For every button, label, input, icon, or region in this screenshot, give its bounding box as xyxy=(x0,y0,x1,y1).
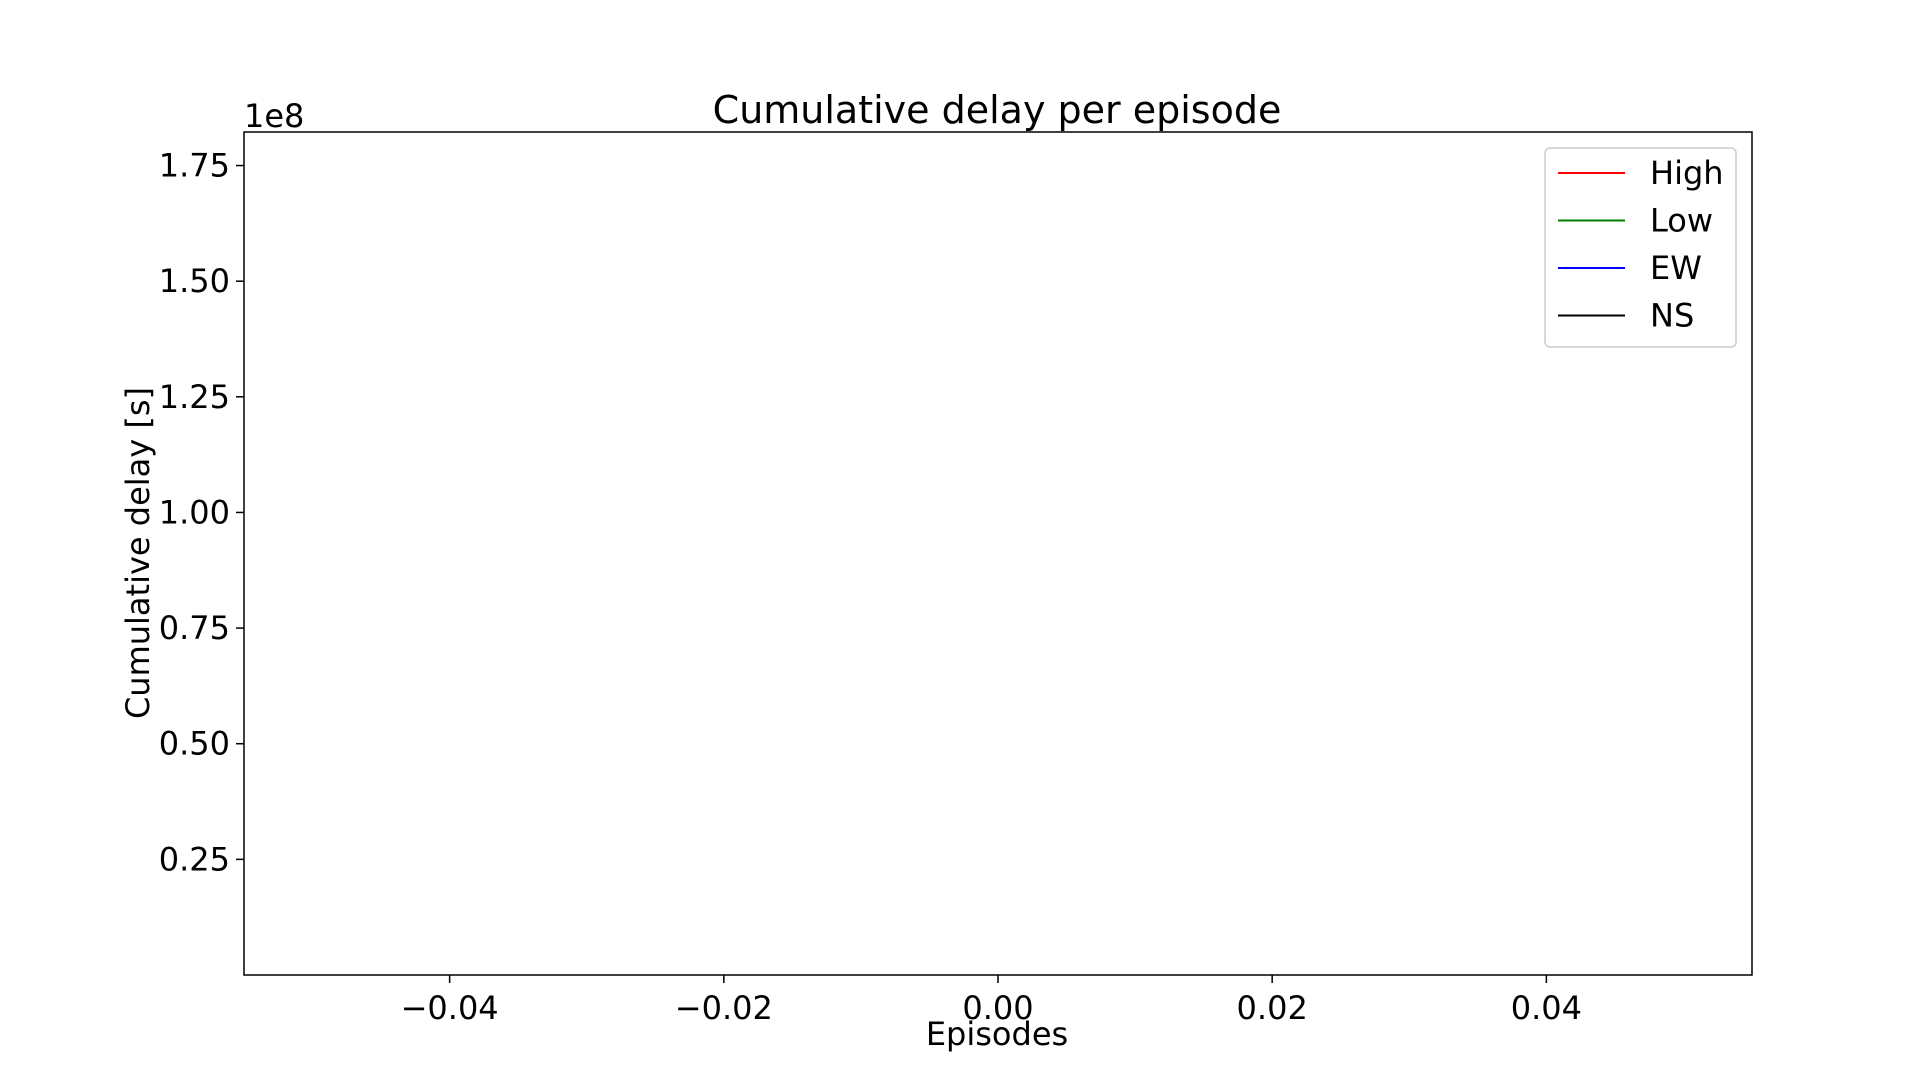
x-tick-label: 0.04 xyxy=(1511,989,1582,1027)
y-axis-ticks: 0.25 0.50 0.75 1.00 1.25 1.50 1.75 xyxy=(159,147,244,878)
y-tick-label: 0.50 xyxy=(159,725,230,763)
legend: High Low EW NS xyxy=(1544,147,1737,348)
legend-label-high: High xyxy=(1650,154,1724,192)
x-tick-label: 0.02 xyxy=(1237,989,1308,1027)
chart-title: Cumulative delay per episode xyxy=(713,88,1282,132)
x-axis-ticks: −0.04 −0.02 0.00 0.02 0.04 xyxy=(401,975,1582,1027)
y-tick-label: 1.75 xyxy=(159,147,230,185)
y-tick-label: 0.25 xyxy=(159,840,230,878)
legend-box xyxy=(1544,147,1737,348)
y-axis-label: Cumulative delay [s] xyxy=(119,387,157,719)
y-tick-label: 1.00 xyxy=(159,493,230,531)
y-tick-label: 0.75 xyxy=(159,609,230,647)
x-tick-label: −0.04 xyxy=(401,989,499,1027)
y-tick-label: 1.50 xyxy=(159,262,230,300)
x-tick-label: −0.02 xyxy=(675,989,773,1027)
legend-label-ns: NS xyxy=(1650,297,1694,335)
y-axis-offset-label: 1e8 xyxy=(244,97,304,135)
x-axis-label: Episodes xyxy=(926,1015,1068,1053)
plot-area xyxy=(243,131,1753,976)
x-tick-label: 0.00 xyxy=(962,989,1033,1027)
y-tick-label: 1.25 xyxy=(159,378,230,416)
legend-label-low: Low xyxy=(1650,202,1713,240)
legend-label-ew: EW xyxy=(1650,249,1702,287)
